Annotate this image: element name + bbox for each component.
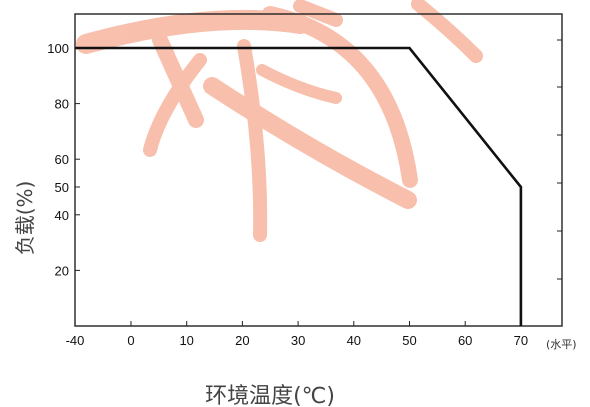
x-axis-note: (水平) <box>546 338 577 351</box>
x-tick-label: 20 <box>235 333 249 348</box>
watermark-stroke <box>203 77 417 209</box>
series-layer <box>75 46 523 326</box>
x-tick-label: 70 <box>514 333 528 348</box>
watermark-stroke <box>143 53 207 157</box>
y-tick-label: 50 <box>55 180 69 195</box>
watermark-stroke <box>237 39 268 242</box>
x-tick-label: 30 <box>291 333 305 348</box>
x-tick-label: 0 <box>127 333 134 348</box>
watermark-stroke <box>411 0 483 63</box>
x-axis: -40 0 10 20 30 40 50 60 70 <box>66 321 528 348</box>
x-tick-label: -40 <box>66 333 85 348</box>
y-tick-label: 40 <box>55 208 69 223</box>
plot-frame <box>74 13 563 327</box>
watermark-stroke <box>76 9 310 54</box>
y-axis-title: 负载(%) <box>13 181 37 256</box>
y-tick-label: 20 <box>55 263 69 278</box>
x-tick-label: 60 <box>458 333 472 348</box>
x-tick-label: 10 <box>179 333 193 348</box>
watermark-stroke <box>256 64 342 104</box>
y-axis: 20 40 50 60 80 100 <box>47 41 80 278</box>
x-tick-label: 40 <box>347 333 361 348</box>
y-tick-label: 100 <box>47 41 69 56</box>
right-axis <box>557 39 562 280</box>
y-tick-label: 80 <box>55 97 69 112</box>
x-axis-title: 环境温度(℃) <box>205 384 335 407</box>
watermark-stroke <box>293 0 343 27</box>
watermark-stroke <box>262 6 418 188</box>
x-tick-label: 50 <box>402 333 416 348</box>
derating-curve <box>75 46 523 326</box>
watermark-logo <box>76 0 483 242</box>
y-tick-label: 60 <box>55 152 69 167</box>
